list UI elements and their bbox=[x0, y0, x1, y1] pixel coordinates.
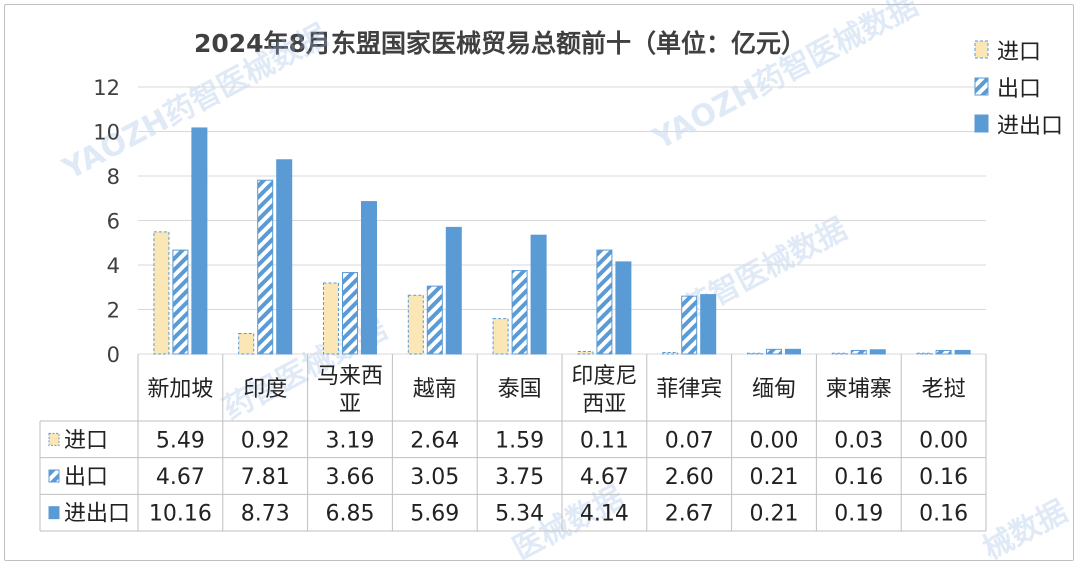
table-cell-value: 0.16 bbox=[834, 465, 883, 490]
bar-export bbox=[935, 349, 952, 355]
category-label: 老挝 bbox=[922, 377, 966, 402]
bar-total bbox=[530, 234, 547, 355]
bar-total bbox=[954, 349, 971, 355]
bar-import bbox=[916, 352, 933, 355]
bar-export bbox=[172, 249, 189, 355]
table-cell-value: 0.16 bbox=[919, 465, 968, 490]
legend-key bbox=[974, 77, 989, 96]
bar-import bbox=[407, 294, 424, 355]
table-cell-value: 3.19 bbox=[326, 428, 375, 453]
bar-total bbox=[361, 201, 377, 355]
bar-import bbox=[747, 352, 763, 355]
bar-import bbox=[662, 351, 679, 355]
bar-export bbox=[426, 285, 443, 355]
y-tick-label: 2 bbox=[107, 299, 120, 323]
table-cell-value: 0.00 bbox=[919, 428, 968, 453]
watermark-text: 械数据 bbox=[977, 494, 1073, 567]
table-series-key bbox=[48, 432, 60, 446]
table-cell-value: 3.75 bbox=[495, 465, 544, 490]
category-label: 马来西亚 bbox=[317, 364, 383, 417]
category-label: 柬埔寨 bbox=[826, 377, 892, 402]
chart-title: 2024年8月东盟国家医械贸易总额前十（单位：亿元） bbox=[194, 29, 806, 58]
table-cell-value: 5.69 bbox=[410, 502, 459, 527]
bar-import bbox=[492, 318, 509, 355]
bar-export bbox=[681, 295, 698, 355]
bar-total bbox=[700, 294, 717, 355]
table-cell-value: 3.66 bbox=[326, 465, 375, 490]
table-cell-value: 10.16 bbox=[149, 502, 212, 527]
bar-export bbox=[766, 348, 782, 355]
y-tick-label: 10 bbox=[93, 121, 120, 145]
y-tick-label: 0 bbox=[107, 343, 120, 367]
category-label: 越南 bbox=[413, 377, 457, 402]
table-cell-value: 4.14 bbox=[580, 502, 629, 527]
y-tick-label: 6 bbox=[107, 210, 120, 234]
legend-label: 进口 bbox=[997, 40, 1041, 65]
table-cell-value: 0.07 bbox=[665, 428, 714, 453]
table-cell-value: 0.00 bbox=[750, 428, 799, 453]
legend-label: 出口 bbox=[997, 77, 1041, 102]
table-cell-value: 0.21 bbox=[750, 465, 799, 490]
table-cell-value: 0.19 bbox=[834, 502, 883, 527]
bar-export bbox=[257, 179, 274, 355]
table-cell-value: 5.34 bbox=[495, 502, 544, 527]
bar-total bbox=[615, 261, 632, 355]
chart-frame bbox=[4, 4, 1074, 561]
category-label: 印度尼西亚 bbox=[571, 364, 637, 417]
category-label: 新加坡 bbox=[147, 377, 213, 402]
bar-total bbox=[276, 159, 293, 355]
bar-total bbox=[445, 226, 462, 355]
bar-total bbox=[191, 127, 208, 355]
bar-export bbox=[511, 270, 528, 355]
table-cell-value: 0.21 bbox=[750, 502, 799, 527]
table-cell-value: 1.59 bbox=[495, 428, 544, 453]
table-cell-value: 0.03 bbox=[834, 428, 883, 453]
bar-import bbox=[577, 351, 594, 355]
table-cell-value: 4.67 bbox=[156, 465, 205, 490]
table-cell-value: 0.92 bbox=[241, 428, 290, 453]
table-cell-value: 5.49 bbox=[156, 428, 205, 453]
legend-key bbox=[974, 40, 989, 59]
table-cell-value: 2.64 bbox=[410, 428, 459, 453]
bar-import bbox=[238, 333, 255, 355]
table-series-key bbox=[48, 469, 60, 483]
watermark-text: YAOZH药智医械数据 bbox=[646, 0, 923, 158]
bar-import bbox=[153, 231, 170, 355]
table-cell-value: 8.73 bbox=[241, 502, 290, 527]
category-label: 印度 bbox=[243, 377, 287, 402]
table-cell-value: 0.16 bbox=[919, 502, 968, 527]
table-cell-value: 2.60 bbox=[665, 465, 714, 490]
y-tick-label: 12 bbox=[93, 76, 120, 100]
category-label: 缅甸 bbox=[752, 377, 796, 402]
bar-import bbox=[831, 352, 848, 355]
category-label: 泰国 bbox=[498, 377, 542, 402]
legend-key bbox=[974, 114, 989, 133]
table-series-label: 出口 bbox=[64, 465, 108, 490]
bar-export bbox=[850, 349, 867, 355]
table-cell-value: 6.85 bbox=[326, 502, 375, 527]
y-tick-label: 4 bbox=[107, 254, 120, 278]
bar-total bbox=[869, 349, 886, 355]
bar-import bbox=[323, 282, 339, 355]
table-series-key bbox=[48, 506, 60, 520]
table-cell-value: 3.05 bbox=[410, 465, 459, 490]
table-series-label: 进口 bbox=[64, 428, 108, 453]
bar-export bbox=[596, 249, 613, 355]
category-label: 菲律宾 bbox=[656, 377, 722, 402]
table-cell-value: 7.81 bbox=[241, 465, 290, 490]
table-cell-value: 2.67 bbox=[665, 502, 714, 527]
y-tick-label: 8 bbox=[107, 165, 120, 189]
table-cell-value: 0.11 bbox=[580, 428, 629, 453]
bar-export bbox=[342, 272, 358, 355]
legend-label: 进出口 bbox=[997, 114, 1063, 139]
bar-total bbox=[785, 348, 801, 355]
table-series-label: 进出口 bbox=[64, 502, 130, 527]
table-cell-value: 4.67 bbox=[580, 465, 629, 490]
